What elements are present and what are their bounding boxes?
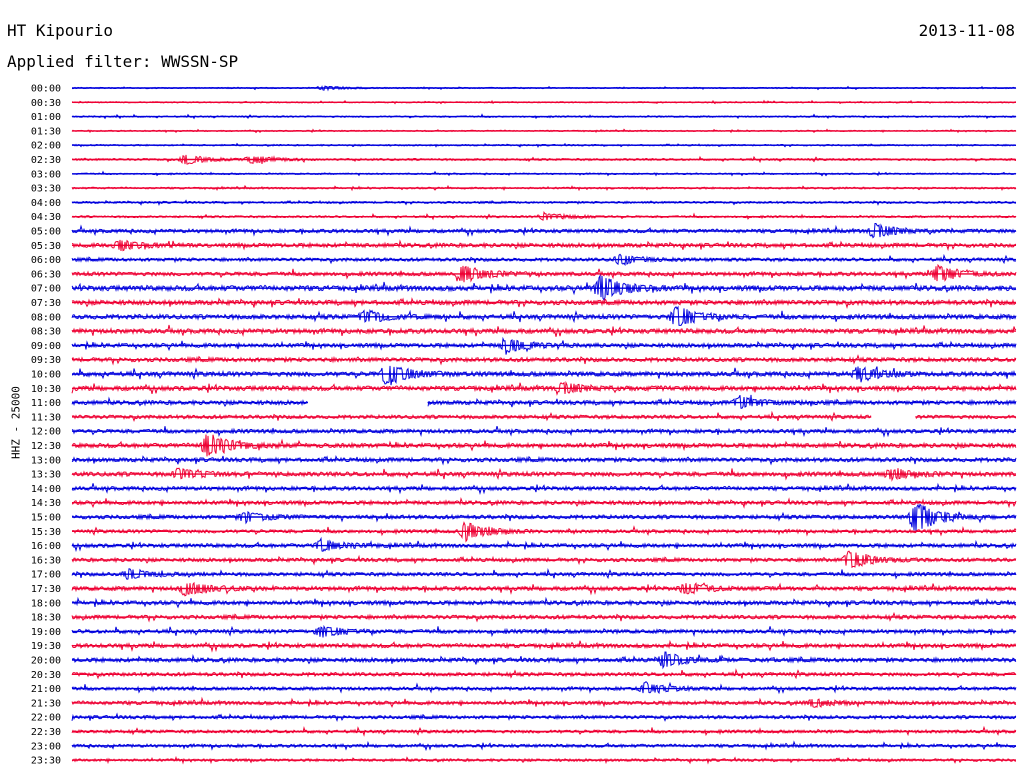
seismogram-trace bbox=[71, 324, 1017, 337]
seismogram-trace bbox=[71, 596, 1017, 609]
seismogram-trace bbox=[71, 394, 1017, 409]
record-date: 2013-11-08 bbox=[918, 21, 1015, 40]
row-time-label: 23:30 bbox=[31, 756, 61, 767]
row-time-label: 17:00 bbox=[31, 570, 61, 581]
seismogram-trace bbox=[71, 273, 1017, 301]
row-time-label: 05:00 bbox=[31, 227, 61, 238]
data-gap bbox=[871, 411, 916, 422]
row-time-label: 15:30 bbox=[31, 527, 61, 538]
row-time-label: 04:30 bbox=[31, 212, 61, 223]
row-time-label: 03:00 bbox=[31, 169, 61, 180]
row-time-label: 22:30 bbox=[31, 727, 61, 738]
row-time-label: 02:30 bbox=[31, 155, 61, 166]
station-title: HT Kipourio bbox=[7, 21, 113, 40]
seismogram-trace bbox=[71, 611, 1017, 623]
row-time-label: 19:30 bbox=[31, 641, 61, 652]
row-time-label: 02:00 bbox=[31, 141, 61, 152]
seismogram-trace bbox=[71, 503, 1017, 532]
seismogram-trace bbox=[71, 567, 1017, 580]
row-time-label: 11:00 bbox=[31, 398, 61, 409]
seismogram-trace bbox=[71, 581, 1017, 597]
row-time-label: 08:30 bbox=[31, 327, 61, 338]
row-time-label: 09:30 bbox=[31, 355, 61, 366]
row-time-label: 06:00 bbox=[31, 255, 61, 266]
seismogram-trace bbox=[71, 354, 1017, 366]
row-time-label: 04:00 bbox=[31, 198, 61, 209]
seismogram-trace bbox=[71, 365, 1017, 386]
seismogram-trace bbox=[71, 455, 1017, 466]
row-time-label: 19:00 bbox=[31, 627, 61, 638]
row-time-label: 21:30 bbox=[31, 698, 61, 709]
row-time-label: 23:00 bbox=[31, 741, 61, 752]
row-time-label: 20:00 bbox=[31, 656, 61, 667]
row-time-label: 12:30 bbox=[31, 441, 61, 452]
row-time-label: 01:30 bbox=[31, 126, 61, 137]
row-time-label: 13:00 bbox=[31, 455, 61, 466]
applied-filter-label: Applied filter: WWSSN-SP bbox=[7, 52, 239, 71]
row-time-label: 14:00 bbox=[31, 484, 61, 495]
row-time-label: 03:30 bbox=[31, 184, 61, 195]
row-time-label: 00:00 bbox=[31, 84, 61, 95]
row-time-label: 13:30 bbox=[31, 470, 61, 481]
data-gap bbox=[308, 397, 428, 408]
seismogram-trace bbox=[71, 624, 1017, 638]
row-time-label: 11:30 bbox=[31, 412, 61, 423]
row-time-label: 06:30 bbox=[31, 269, 61, 280]
seismogram-trace bbox=[71, 222, 1017, 239]
row-time-label: 08:00 bbox=[31, 312, 61, 323]
row-time-label: 16:00 bbox=[31, 541, 61, 552]
row-time-label: 18:00 bbox=[31, 598, 61, 609]
seismogram-trace bbox=[72, 239, 1017, 252]
row-time-label: 15:00 bbox=[31, 513, 61, 524]
seismogram-trace bbox=[71, 681, 1017, 695]
seismogram-trace bbox=[71, 434, 1017, 457]
row-time-label: 14:30 bbox=[31, 498, 61, 509]
row-time-label: 10:30 bbox=[31, 384, 61, 395]
row-time-label: 22:00 bbox=[31, 713, 61, 724]
row-time-label: 07:30 bbox=[31, 298, 61, 309]
row-time-label: 07:00 bbox=[31, 284, 61, 295]
row-time-label: 17:30 bbox=[31, 584, 61, 595]
row-time-label: 10:00 bbox=[31, 370, 61, 381]
row-time-label: 21:00 bbox=[31, 684, 61, 695]
row-time-label: 05:30 bbox=[31, 241, 61, 252]
row-time-label: 18:30 bbox=[31, 613, 61, 624]
row-time-label: 16:30 bbox=[31, 555, 61, 566]
row-time-label: 20:30 bbox=[31, 670, 61, 681]
row-time-label: 12:00 bbox=[31, 427, 61, 438]
row-time-label: 01:00 bbox=[31, 112, 61, 123]
row-time-label: 09:00 bbox=[31, 341, 61, 352]
seismogram-trace bbox=[71, 639, 1017, 653]
seismogram-trace bbox=[71, 336, 1017, 355]
seismogram-trace bbox=[71, 550, 1017, 569]
row-time-label: 00:30 bbox=[31, 98, 61, 109]
